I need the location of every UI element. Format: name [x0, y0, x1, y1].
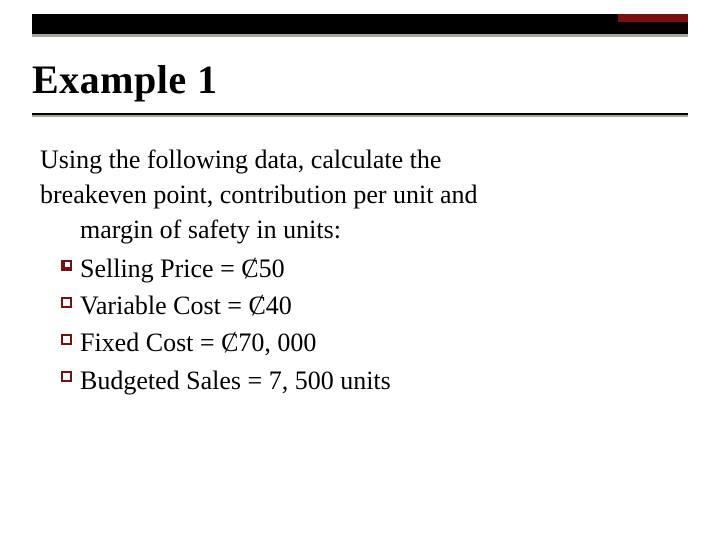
slide-body: Using the following data, calculate the … — [40, 142, 680, 400]
square-bullet-icon — [52, 251, 80, 279]
top-bar-dark — [32, 14, 688, 34]
list-item: Variable Cost = Ȼ40 — [52, 288, 680, 323]
top-bar-underline — [32, 34, 688, 37]
list-item: Selling Price = Ȼ50 — [52, 251, 680, 286]
list-item-text: Budgeted Sales = 7, 500 units — [80, 363, 680, 398]
intro-line-3: margin of safety in units: — [80, 212, 680, 247]
square-bullet-icon — [52, 363, 80, 391]
title-rule — [32, 113, 688, 117]
list-item: Fixed Cost = Ȼ70, 000 — [52, 325, 680, 360]
title-block: Example 1 — [32, 56, 688, 117]
square-bullet-icon — [52, 325, 80, 353]
top-bar — [32, 14, 688, 36]
list-item-text: Fixed Cost = Ȼ70, 000 — [80, 325, 680, 360]
list-item: Budgeted Sales = 7, 500 units — [52, 363, 680, 398]
intro-line-1: Using the following data, calculate the — [40, 142, 680, 177]
list-item-text: Selling Price = Ȼ50 — [80, 251, 680, 286]
list-item-text: Variable Cost = Ȼ40 — [80, 288, 680, 323]
slide: Example 1 Using the following data, calc… — [0, 0, 720, 540]
square-bullet-icon — [52, 288, 80, 316]
top-bar-accent — [618, 14, 688, 22]
intro-line-2: breakeven point, contribution per unit a… — [40, 177, 680, 212]
slide-title: Example 1 — [32, 56, 688, 103]
bullet-list: Selling Price = Ȼ50 Variable Cost = Ȼ40 … — [40, 251, 680, 397]
